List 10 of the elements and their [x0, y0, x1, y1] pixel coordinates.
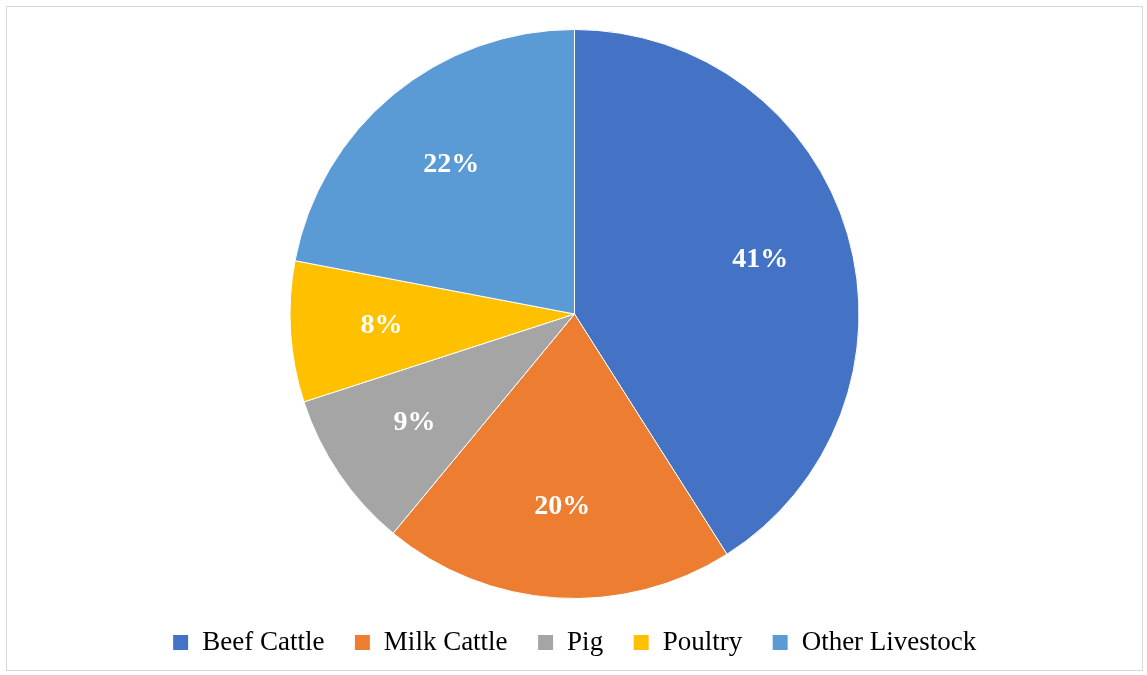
data-label: 9%: [393, 404, 436, 436]
data-label: 41%: [732, 242, 789, 274]
legend-label: Poultry: [662, 625, 743, 656]
legend-label: Beef Cattle: [202, 625, 325, 656]
data-label: 20%: [534, 489, 591, 521]
legend-label: Pig: [567, 625, 604, 656]
legend-label: Other Livestock: [801, 625, 977, 656]
data-label: 22%: [423, 147, 480, 179]
data-label: 8%: [360, 308, 403, 340]
legend-label: Milk Cattle: [383, 625, 508, 656]
